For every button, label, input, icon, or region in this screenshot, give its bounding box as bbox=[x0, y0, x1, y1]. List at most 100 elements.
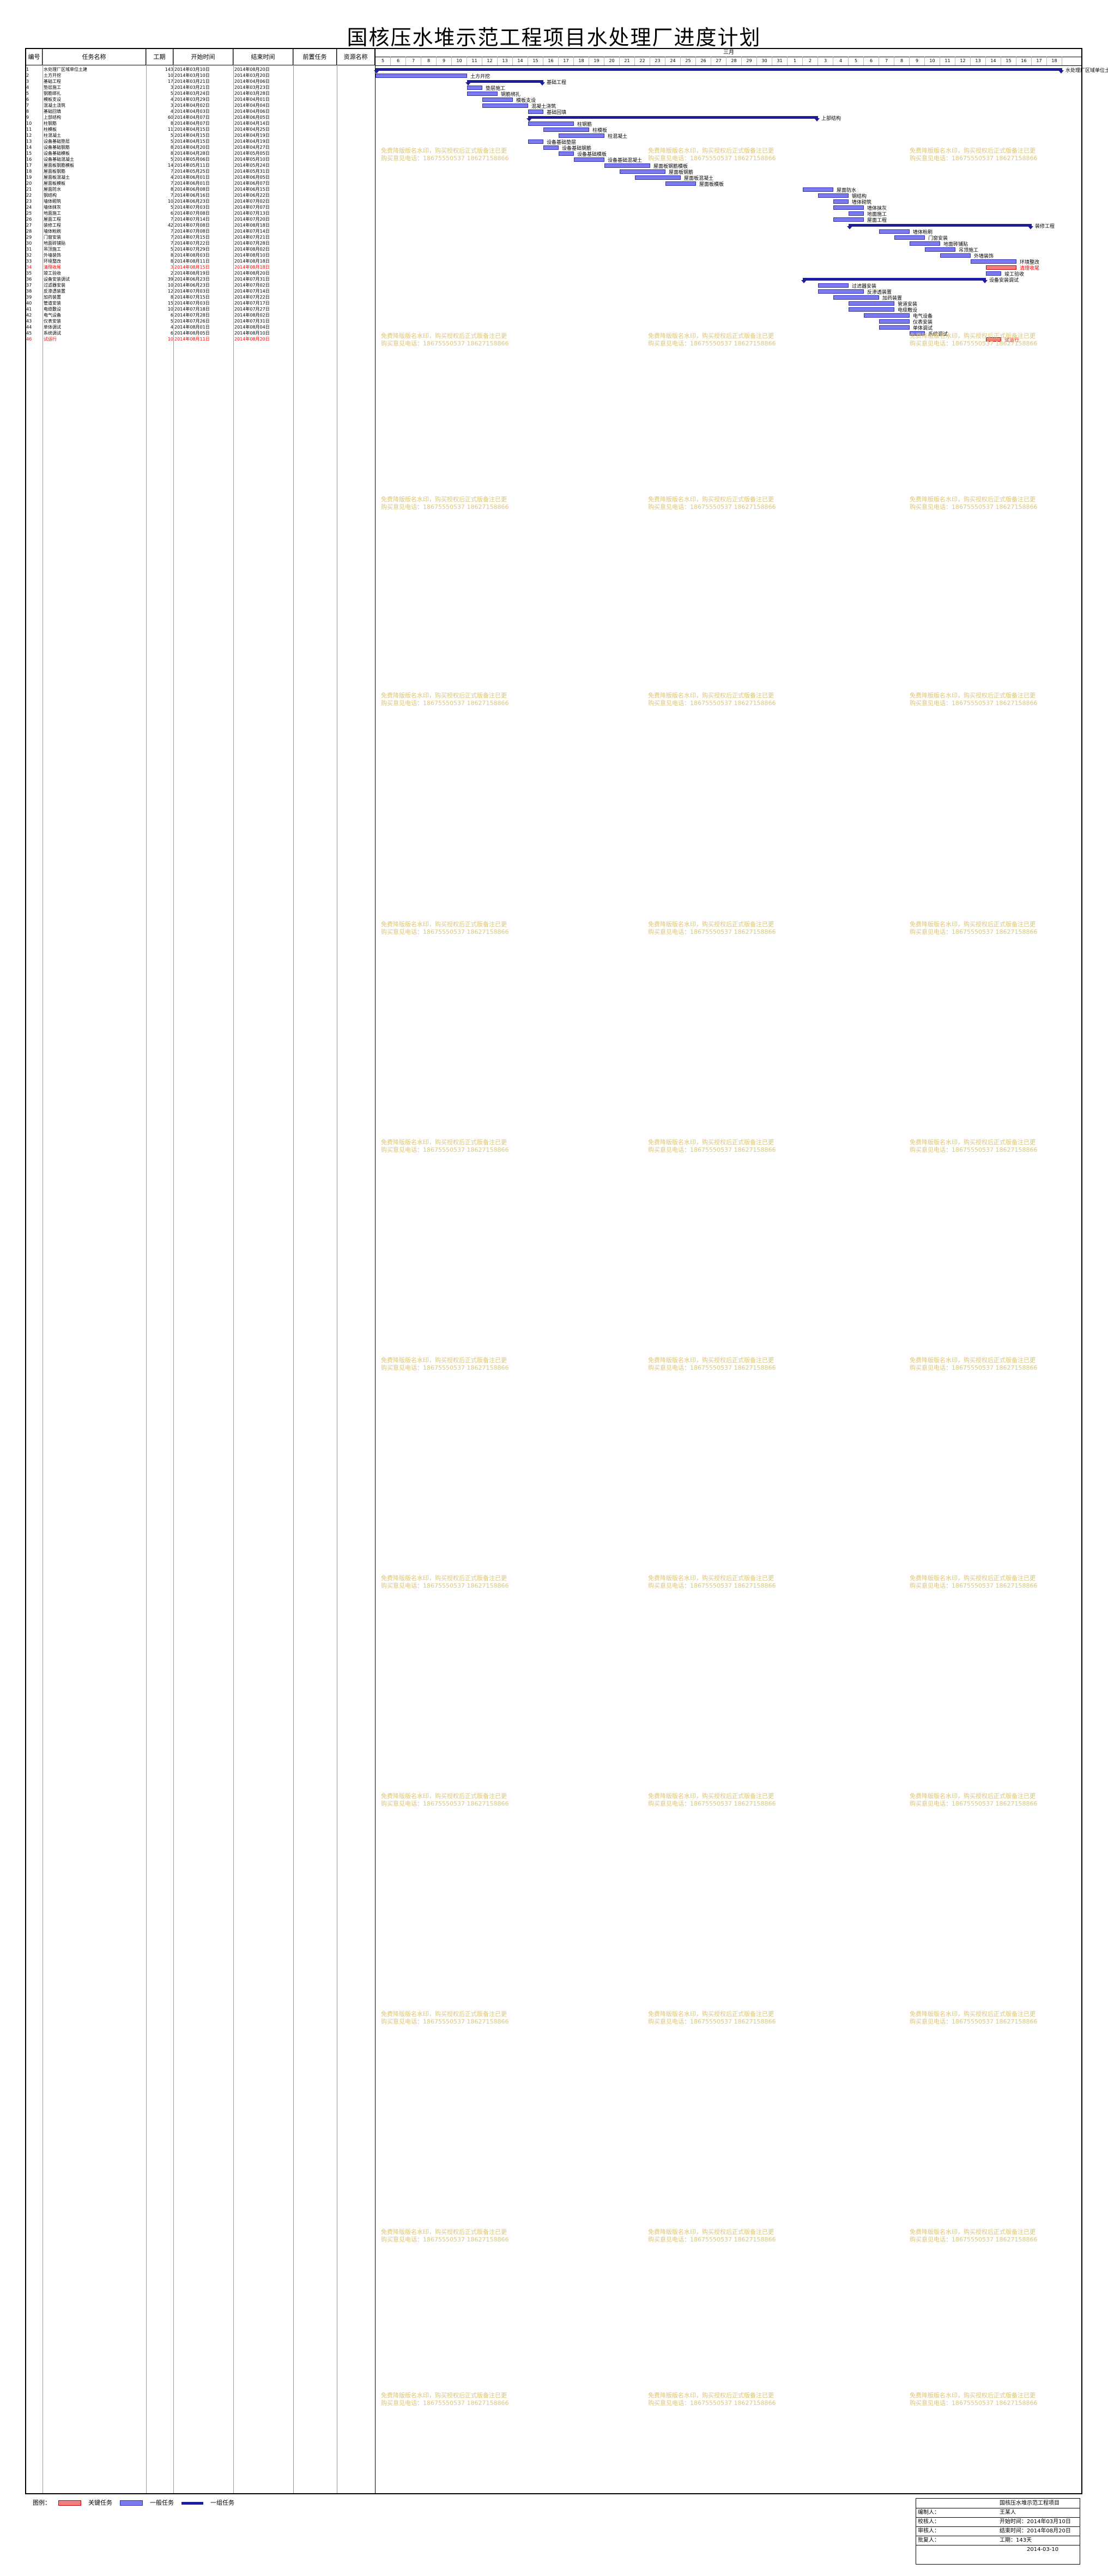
task-row[interactable]: 44 单体调试 4 2014年08月01日 2014年08月04日 bbox=[26, 324, 375, 330]
task-bar[interactable] bbox=[879, 229, 910, 234]
task-row[interactable]: 11 柱模板 11 2014年04月15日 2014年04月25日 bbox=[26, 126, 375, 132]
col-header-duration[interactable]: 工期 bbox=[146, 49, 173, 65]
task-bar[interactable] bbox=[376, 74, 467, 78]
task-row[interactable]: 22 钢结构 7 2014年06月16日 2014年06月22日 bbox=[26, 192, 375, 198]
task-bar[interactable] bbox=[665, 181, 696, 186]
task-row[interactable]: 30 地面砖铺贴 7 2014年07月22日 2014年07月28日 bbox=[26, 240, 375, 246]
task-row[interactable]: 26 屋面工程 7 2014年07月14日 2014年07月20日 bbox=[26, 216, 375, 222]
summary-bar[interactable] bbox=[801, 278, 988, 283]
col-header-id[interactable]: 编号 bbox=[26, 49, 43, 65]
col-header-name[interactable]: 任务名称 bbox=[43, 49, 146, 65]
summary-bar[interactable] bbox=[465, 80, 545, 86]
task-row[interactable]: 40 管道安装 15 2014年07月03日 2014年07月17日 bbox=[26, 300, 375, 306]
summary-bar[interactable] bbox=[374, 68, 1064, 74]
task-row[interactable]: 41 电缆敷设 10 2014年07月18日 2014年07月27日 bbox=[26, 306, 375, 312]
task-bar[interactable] bbox=[849, 211, 864, 216]
task-row[interactable]: 45 系统调试 6 2014年08月05日 2014年08月10日 bbox=[26, 330, 375, 336]
task-row[interactable]: 33 环境整改 8 2014年08月11日 2014年08月18日 bbox=[26, 258, 375, 264]
task-row[interactable]: 17 屋面板钢筋模板 14 2014年05月11日 2014年05月24日 bbox=[26, 162, 375, 168]
task-row[interactable]: 3 基础工程 17 2014年03月21日 2014年04月06日 bbox=[26, 78, 375, 84]
summary-bar[interactable] bbox=[847, 224, 1033, 229]
watermark-line1: 免费降版版名水印，购买授权后正式版备注已更 bbox=[381, 147, 507, 154]
task-row[interactable]: 9 上部结构 60 2014年04月07日 2014年06月05日 bbox=[26, 114, 375, 120]
col-header-resource[interactable]: 资源名称 bbox=[337, 49, 375, 65]
task-bar[interactable] bbox=[635, 175, 681, 180]
task-bar[interactable] bbox=[818, 283, 849, 288]
task-row[interactable]: 36 设备安装调试 39 2014年06月23日 2014年07月31日 bbox=[26, 276, 375, 282]
col-header-finish[interactable]: 结束时间 bbox=[233, 49, 293, 65]
task-bar[interactable] bbox=[620, 169, 665, 174]
task-row[interactable]: 46 试运行 10 2014年08月11日 2014年08月20日 bbox=[26, 336, 375, 342]
task-row[interactable]: 18 屋面板钢筋 7 2014年05月25日 2014年05月31日 bbox=[26, 168, 375, 174]
task-bar[interactable] bbox=[528, 110, 543, 114]
task-row[interactable]: 21 屋面防水 8 2014年06月08日 2014年06月15日 bbox=[26, 186, 375, 192]
critical-task-bar[interactable] bbox=[986, 265, 1016, 270]
task-row[interactable]: 12 柱混凝土 5 2014年04月15日 2014年04月19日 bbox=[26, 132, 375, 138]
task-bar[interactable] bbox=[940, 253, 971, 258]
task-bar[interactable] bbox=[574, 157, 604, 162]
task-row[interactable]: 4 垫层施工 3 2014年03月21日 2014年03月23日 bbox=[26, 84, 375, 90]
task-bar[interactable] bbox=[604, 163, 650, 168]
task-bar[interactable] bbox=[543, 127, 589, 132]
task-bar[interactable] bbox=[467, 86, 482, 90]
task-bar[interactable] bbox=[467, 92, 498, 96]
task-bar[interactable] bbox=[879, 319, 910, 324]
task-row[interactable]: 38 反渗透装置 12 2014年07月03日 2014年07月14日 bbox=[26, 288, 375, 294]
task-bar[interactable] bbox=[559, 151, 574, 156]
task-row[interactable]: 25 地面施工 6 2014年07月08日 2014年07月13日 bbox=[26, 210, 375, 216]
col-header-predecessor[interactable]: 前置任务 bbox=[293, 49, 337, 65]
task-row[interactable]: 23 墙体砌筑 10 2014年06月23日 2014年07月02日 bbox=[26, 198, 375, 204]
task-bar[interactable] bbox=[803, 187, 833, 192]
task-bar[interactable] bbox=[833, 205, 864, 210]
task-bar[interactable] bbox=[879, 325, 910, 330]
task-bar[interactable] bbox=[818, 193, 849, 198]
task-row[interactable]: 42 电气设备 6 2014年07月28日 2014年08月02日 bbox=[26, 312, 375, 318]
task-bar[interactable] bbox=[894, 235, 925, 240]
task-bar[interactable] bbox=[849, 301, 894, 306]
task-bar[interactable] bbox=[971, 259, 1016, 264]
task-row[interactable]: 24 墙体抹灰 5 2014年07月03日 2014年07月07日 bbox=[26, 204, 375, 210]
task-row[interactable]: 32 外墙装饰 8 2014年08月03日 2014年08月10日 bbox=[26, 252, 375, 258]
task-row[interactable]: 1 水处理厂区域单位土建 143 2014年03月10日 2014年08月20日 bbox=[26, 66, 375, 72]
task-row[interactable]: 15 设备基础模板 8 2014年04月28日 2014年05月05日 bbox=[26, 150, 375, 156]
task-row[interactable]: 8 基础回填 4 2014年04月03日 2014年04月06日 bbox=[26, 108, 375, 114]
task-bar[interactable] bbox=[482, 98, 513, 102]
task-row[interactable]: 34 清理收尾 3 2014年08月15日 2014年08月18日 bbox=[26, 264, 375, 270]
task-bar[interactable] bbox=[559, 133, 604, 138]
task-row[interactable]: 2 土方开挖 10 2014年03月10日 2014年03月20日 bbox=[26, 72, 375, 78]
task-row[interactable]: 10 柱钢筋 8 2014年04月07日 2014年04月14日 bbox=[26, 120, 375, 126]
task-bar[interactable] bbox=[833, 199, 849, 204]
task-row[interactable]: 20 屋面板模板 7 2014年06月01日 2014年06月07日 bbox=[26, 180, 375, 186]
task-row[interactable]: 7 混凝土浇筑 3 2014年04月02日 2014年04月04日 bbox=[26, 102, 375, 108]
col-header-start[interactable]: 开始时间 bbox=[173, 49, 233, 65]
summary-bar[interactable] bbox=[526, 116, 820, 121]
task-row[interactable]: 43 仪表安装 5 2014年07月26日 2014年07月31日 bbox=[26, 318, 375, 324]
task-row[interactable]: 29 门窗安装 7 2014年07月15日 2014年07月21日 bbox=[26, 234, 375, 240]
task-row[interactable]: 5 钢筋绑扎 5 2014年03月24日 2014年03月28日 bbox=[26, 90, 375, 96]
task-row[interactable]: 35 竣工验收 2 2014年08月19日 2014年08月20日 bbox=[26, 270, 375, 276]
task-bar[interactable] bbox=[833, 217, 864, 222]
task-bar[interactable] bbox=[910, 331, 925, 336]
task-row[interactable]: 27 装修工程 42 2014年07月08日 2014年08月18日 bbox=[26, 222, 375, 228]
task-bar[interactable] bbox=[528, 121, 574, 126]
task-row[interactable]: 16 设备基础混凝土 5 2014年05月06日 2014年05月10日 bbox=[26, 156, 375, 162]
task-row[interactable]: 14 设备基础钢筋 8 2014年04月20日 2014年04月27日 bbox=[26, 144, 375, 150]
task-bar[interactable] bbox=[543, 145, 559, 150]
task-bar[interactable] bbox=[482, 104, 528, 108]
task-bar[interactable] bbox=[910, 241, 940, 246]
task-bar[interactable] bbox=[818, 289, 864, 294]
task-row[interactable]: 37 过滤器安装 10 2014年06月23日 2014年07月02日 bbox=[26, 282, 375, 288]
task-bar[interactable] bbox=[849, 307, 894, 312]
task-row[interactable]: 39 加药装置 8 2014年07月15日 2014年07月22日 bbox=[26, 294, 375, 300]
task-row[interactable]: 13 设备基础垫层 5 2014年04月15日 2014年04月19日 bbox=[26, 138, 375, 144]
task-bar[interactable] bbox=[833, 295, 879, 300]
task-bar[interactable] bbox=[864, 313, 910, 318]
task-row[interactable]: 6 模板支设 4 2014年03月29日 2014年04月01日 bbox=[26, 96, 375, 102]
task-bar[interactable] bbox=[986, 271, 1001, 276]
task-bar[interactable] bbox=[925, 247, 955, 252]
task-row[interactable]: 31 吊顶施工 5 2014年07月29日 2014年08月02日 bbox=[26, 246, 375, 252]
task-row[interactable]: 28 墙体粉刷 7 2014年07月08日 2014年07月14日 bbox=[26, 228, 375, 234]
task-row[interactable]: 19 屋面板混凝土 4 2014年06月01日 2014年06月05日 bbox=[26, 174, 375, 180]
task-bar[interactable] bbox=[528, 139, 543, 144]
critical-task-bar[interactable] bbox=[986, 337, 1001, 342]
